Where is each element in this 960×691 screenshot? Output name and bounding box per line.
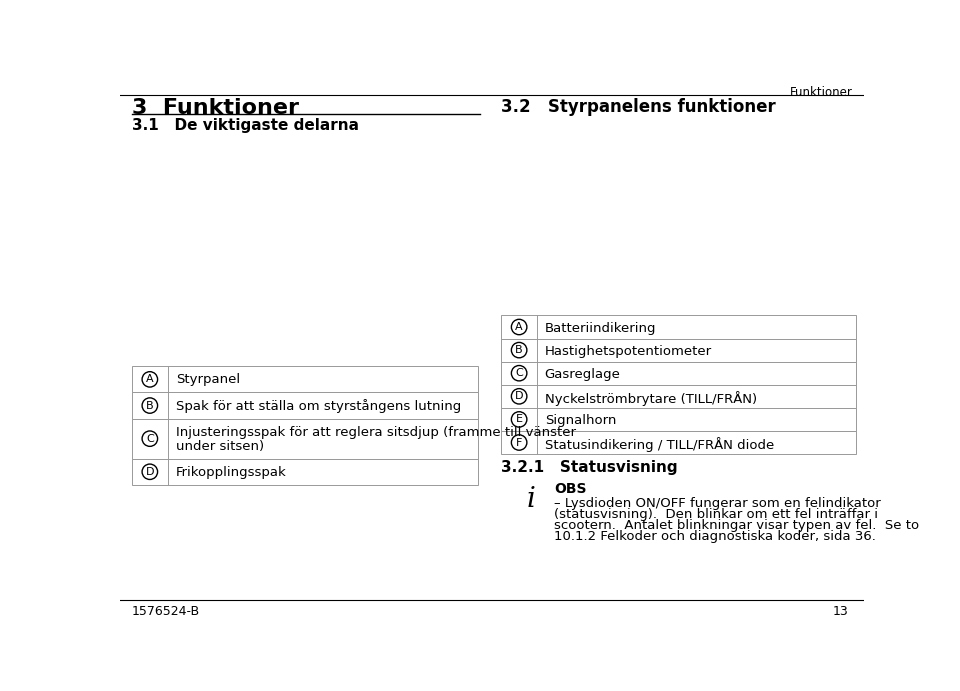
Text: i: i <box>526 486 535 513</box>
Text: Styrpanel: Styrpanel <box>176 373 240 386</box>
Bar <box>132 419 478 459</box>
Text: C: C <box>516 368 523 378</box>
Bar <box>501 339 856 361</box>
Bar <box>501 408 856 431</box>
Bar <box>501 361 856 385</box>
Text: Statusindikering / TILL/FRÅN diode: Statusindikering / TILL/FRÅN diode <box>544 437 774 452</box>
Text: Hastighetspotentiometer: Hastighetspotentiometer <box>544 345 711 358</box>
Text: A: A <box>516 322 523 332</box>
Text: – Lysdioden ON/OFF fungerar som en felindikator: – Lysdioden ON/OFF fungerar som en felin… <box>554 498 880 510</box>
Text: 10.1.2 Felkoder och diagnostiska koder, sida 36.: 10.1.2 Felkoder och diagnostiska koder, … <box>554 529 876 542</box>
Text: A: A <box>146 375 154 384</box>
Text: Spak för att ställa om styrstångens lutning: Spak för att ställa om styrstångens lutn… <box>176 399 461 413</box>
Text: D: D <box>515 391 523 401</box>
Text: Batteriindikering: Batteriindikering <box>544 321 657 334</box>
Text: 3  Funktioner: 3 Funktioner <box>132 98 299 118</box>
Text: scootern.  Antalet blinkningar visar typen av fel.  Se to: scootern. Antalet blinkningar visar type… <box>554 519 919 532</box>
Text: B: B <box>146 401 154 410</box>
Text: Nyckelströmbrytare (TILL/FRÅN): Nyckelströmbrytare (TILL/FRÅN) <box>544 391 756 406</box>
Text: F: F <box>516 437 522 448</box>
Text: Frikopplingsspak: Frikopplingsspak <box>176 466 286 479</box>
Bar <box>501 431 856 454</box>
Bar <box>501 316 856 339</box>
Text: D: D <box>146 466 155 477</box>
Text: Funktioner: Funktioner <box>789 86 852 99</box>
Text: under sitsen): under sitsen) <box>176 440 264 453</box>
Text: OBS: OBS <box>554 482 587 495</box>
Bar <box>501 385 856 408</box>
Text: 1576524-B: 1576524-B <box>132 605 200 618</box>
Text: 13: 13 <box>832 605 849 618</box>
Text: Injusteringsspak för att reglera sitsdjup (framme till vänster: Injusteringsspak för att reglera sitsdju… <box>176 426 576 439</box>
Bar <box>132 459 478 485</box>
Text: 3.2.1   Statusvisning: 3.2.1 Statusvisning <box>501 460 678 475</box>
Bar <box>132 366 478 392</box>
Text: B: B <box>516 345 523 355</box>
Text: Signalhorn: Signalhorn <box>544 414 616 427</box>
Text: 3.2   Styrpanelens funktioner: 3.2 Styrpanelens funktioner <box>501 98 776 116</box>
Text: 3.1   De viktigaste delarna: 3.1 De viktigaste delarna <box>132 118 359 133</box>
Text: C: C <box>146 434 154 444</box>
Text: Gasreglage: Gasreglage <box>544 368 620 381</box>
Text: (statusvisning).  Den blinkar om ett fel inträffar i: (statusvisning). Den blinkar om ett fel … <box>554 508 878 521</box>
Text: E: E <box>516 415 522 424</box>
Bar <box>132 392 478 419</box>
